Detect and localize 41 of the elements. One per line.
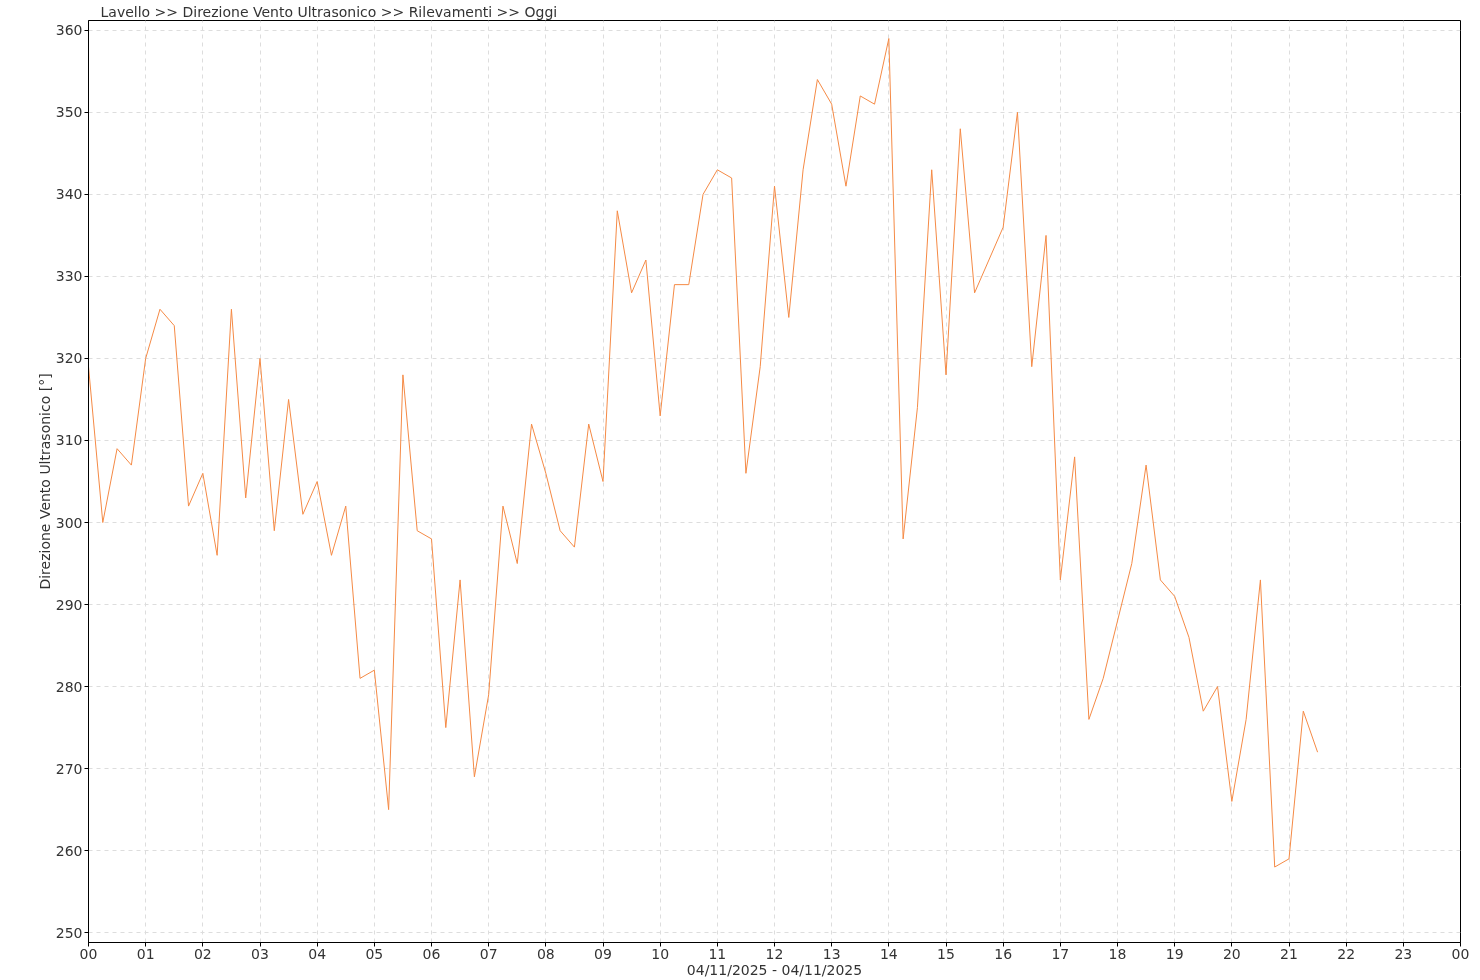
- x-tick-label: 21: [1280, 945, 1298, 962]
- x-tick-label: 01: [136, 945, 155, 962]
- x-tick-label: 16: [994, 945, 1013, 962]
- x-axis-title: 04/11/2025 - 04/11/2025: [686, 961, 863, 978]
- y-tick-label: 330: [55, 268, 83, 285]
- y-tick-label: 350: [55, 104, 83, 121]
- x-tick-label: 14: [879, 945, 898, 962]
- x-tick-label: 02: [193, 945, 212, 962]
- x-tick-label: 09: [594, 945, 612, 962]
- x-tick-label: 15: [937, 945, 955, 962]
- y-tick-label: 300: [55, 514, 83, 531]
- y-tick-label: 270: [55, 760, 83, 777]
- line-series: [88, 38, 1319, 868]
- y-tick-label: 310: [55, 432, 83, 449]
- x-tick-label: 10: [651, 945, 670, 962]
- x-tick-label: 11: [708, 945, 727, 962]
- x-tick-label: 20: [1222, 945, 1241, 962]
- x-tick-label: 03: [251, 945, 269, 962]
- y-tick-label: 250: [55, 924, 83, 941]
- y-tick-label: 280: [55, 678, 83, 695]
- x-tick-label: 00: [1451, 945, 1470, 962]
- x-tick-label: 13: [822, 945, 841, 962]
- x-tick-label: 00: [79, 945, 98, 962]
- y-tick-label: 360: [55, 22, 83, 39]
- x-tick-label: 22: [1337, 945, 1356, 962]
- x-tick-label: 07: [479, 945, 498, 962]
- x-tick-label: 08: [536, 945, 555, 962]
- x-tick-label: 06: [422, 945, 441, 962]
- x-tick-label: 19: [1165, 945, 1184, 962]
- y-tick-label: 340: [55, 186, 83, 203]
- x-tick-label: 18: [1108, 945, 1127, 962]
- chart-title: Lavello >> Direzione Vento Ultrasonico >> Rilevamenti >> Oggi: [100, 3, 558, 20]
- x-tick-label: 04: [308, 945, 327, 962]
- y-tick-label: 260: [55, 842, 83, 859]
- x-tick-label: 23: [1394, 945, 1413, 962]
- y-axis-title: Direzione Vento Ultrasonico [°]: [36, 373, 53, 590]
- x-tick-label: 05: [365, 945, 384, 962]
- y-tick-label: 290: [55, 596, 83, 613]
- x-tick-label: 17: [1051, 945, 1070, 962]
- x-tick-label: 12: [765, 945, 784, 962]
- y-tick-label: 320: [55, 350, 83, 367]
